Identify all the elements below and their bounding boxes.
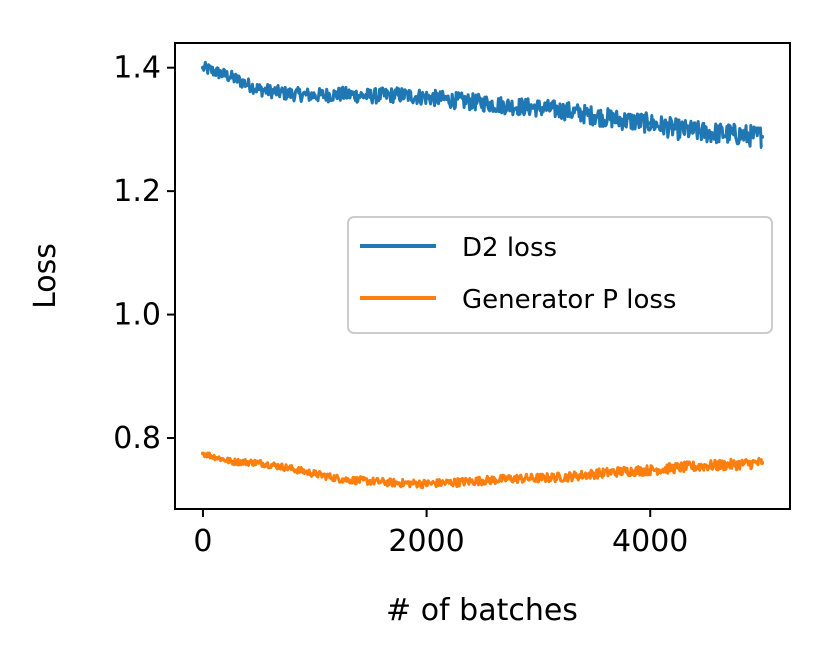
series-0-point-5	[340, 92, 345, 97]
series-0-point-9	[452, 98, 457, 103]
series-1-point-13	[564, 474, 569, 479]
series-1-point-3	[284, 465, 289, 470]
series-0-point-19	[732, 132, 737, 137]
series-0-point-18	[704, 130, 709, 135]
legend-label-generator: Generator P loss	[462, 285, 676, 315]
series-1-point-17	[676, 465, 681, 470]
series-1-point-1	[228, 459, 233, 464]
series-0-point-3	[284, 91, 289, 96]
series-1-point-20	[760, 460, 765, 465]
series-0-point-2	[256, 87, 261, 92]
series-1-point-4	[312, 471, 317, 476]
series-line-0	[201, 60, 763, 150]
series-1-point-14	[592, 471, 597, 476]
series-0-point-1	[228, 74, 233, 79]
legend-label-d2: D2 loss	[462, 233, 557, 263]
x-tick-label-1: 2000	[388, 524, 464, 559]
series-1-point-7	[396, 481, 401, 486]
series-1-point-11	[508, 476, 513, 481]
series-0-point-6	[368, 94, 373, 99]
series-0-point-13	[564, 108, 569, 113]
series-1-point-16	[648, 468, 653, 473]
y-tick-label-2: 1.2	[113, 174, 161, 209]
series-1-point-9	[452, 480, 457, 485]
series-1-point-12	[536, 476, 541, 481]
y-tick-label-0: 0.8	[113, 421, 161, 456]
series-0-point-0	[200, 65, 205, 70]
series-1-point-10	[480, 478, 485, 483]
y-tick-label-3: 1.4	[113, 51, 161, 86]
legend: D2 loss Generator P loss	[347, 216, 773, 334]
series-0-point-14	[592, 113, 597, 118]
series-1	[200, 451, 765, 490]
series-0-point-17	[676, 127, 681, 132]
plot-frame	[174, 42, 791, 510]
x-axis-label: # of batches	[386, 593, 578, 628]
series-0-point-16	[648, 121, 653, 126]
x-tick-label-2: 4000	[612, 524, 688, 559]
series-0-point-12	[536, 105, 541, 110]
series-0-point-20	[760, 134, 765, 139]
y-tick-label-1: 1.0	[113, 298, 161, 333]
legend-frame	[347, 216, 773, 334]
ticks-layer: 0 2000 4000 0.8 1.0 1.2 1.4	[113, 51, 688, 559]
series-0-point-8	[424, 95, 429, 100]
series-0-point-10	[480, 100, 485, 105]
series-1-point-6	[368, 479, 373, 484]
series-1-point-0	[200, 451, 205, 456]
y-axis-label: Loss	[28, 243, 63, 309]
series-0-point-15	[620, 118, 625, 123]
series-1-point-2	[256, 460, 261, 465]
series-layer	[200, 60, 765, 490]
series-0-point-11	[508, 103, 513, 108]
series-0	[200, 60, 765, 150]
x-tick-label-0: 0	[193, 524, 212, 559]
series-1-point-15	[620, 469, 625, 474]
series-1-point-18	[704, 463, 709, 468]
series-0-point-4	[312, 93, 317, 98]
series-1-point-5	[340, 477, 345, 482]
series-1-point-8	[424, 481, 429, 486]
series-0-point-7	[396, 92, 401, 97]
series-1-point-19	[732, 462, 737, 467]
